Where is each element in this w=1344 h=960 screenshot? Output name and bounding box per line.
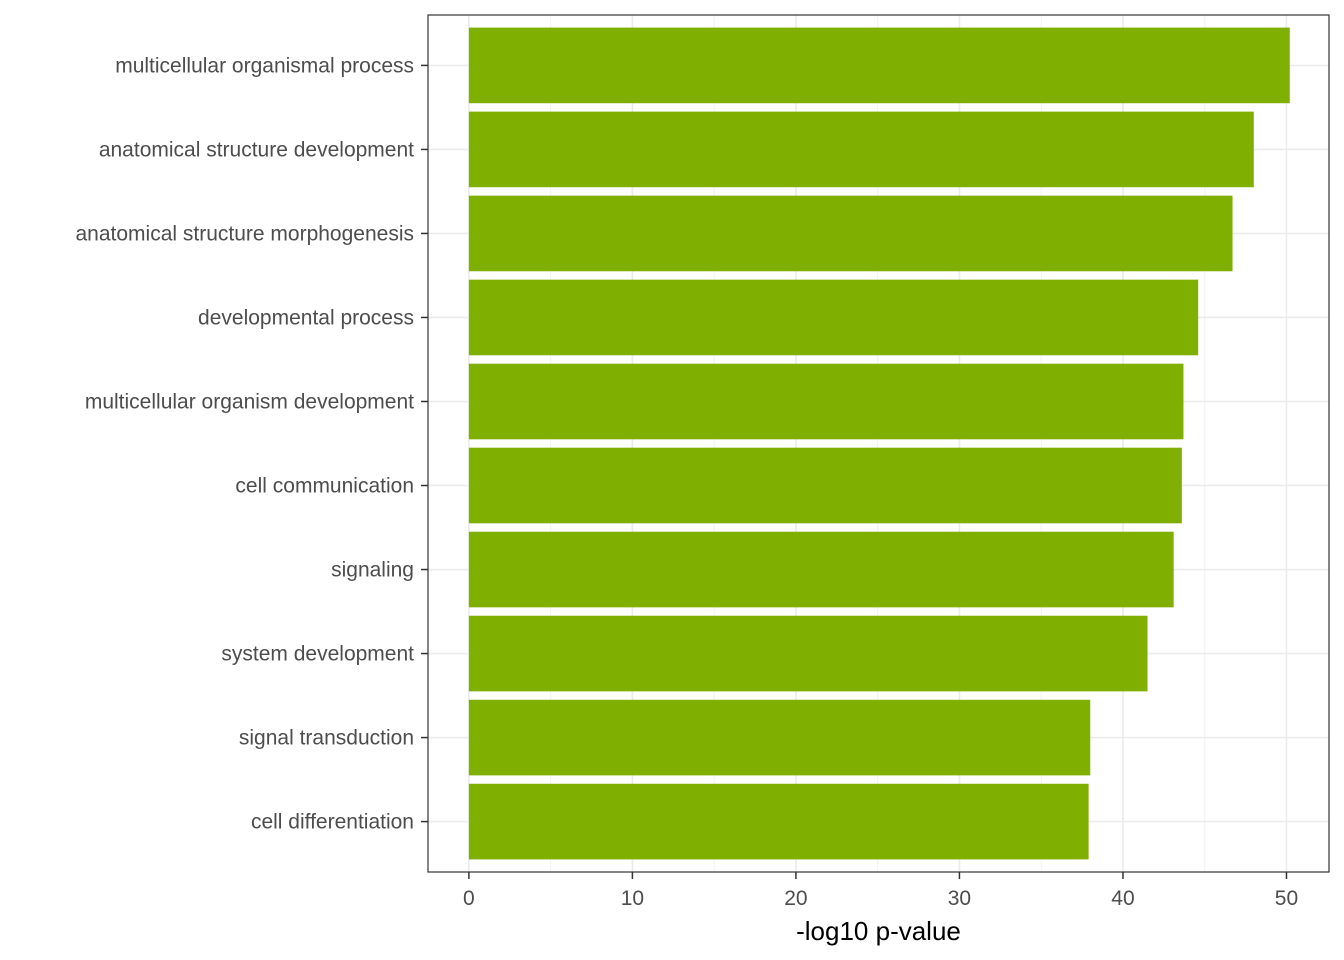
axis-ticks — [421, 64, 1288, 879]
y-tick-label: anatomical structure morphogenesis — [75, 222, 414, 245]
y-tick-label: developmental process — [198, 306, 414, 329]
bars — [468, 27, 1290, 860]
y-tick-label: multicellular organism development — [85, 390, 414, 413]
y-tick-label: system development — [221, 643, 414, 666]
y-tick-label: cell differentiation — [251, 811, 414, 834]
x-axis-title: -log10 p-value — [796, 916, 961, 946]
bar — [468, 615, 1148, 692]
x-tick-label: 40 — [1111, 887, 1134, 910]
tick-labels: multicellular organismal process anatomic… — [75, 54, 1298, 910]
x-tick-label: 30 — [948, 887, 971, 910]
bar — [468, 699, 1091, 776]
y-tick-label: multicellular organismal process — [115, 54, 414, 77]
y-tick-label: anatomical structure development — [99, 138, 414, 161]
bar — [468, 195, 1233, 272]
y-tick-label: signaling — [331, 559, 414, 582]
x-tick-label: 0 — [463, 887, 475, 910]
y-tick-label: cell communication — [235, 475, 414, 498]
x-tick-label: 10 — [621, 887, 644, 910]
bar — [468, 279, 1199, 356]
x-tick-label: 20 — [784, 887, 807, 910]
bar — [468, 111, 1254, 188]
bar — [468, 783, 1089, 860]
bar — [468, 27, 1290, 104]
x-tick-label: 50 — [1275, 887, 1298, 910]
bar — [468, 531, 1174, 608]
panel-border — [427, 14, 1330, 873]
bar — [468, 363, 1184, 440]
y-tick-label: signal transduction — [239, 727, 414, 750]
bar — [468, 447, 1182, 524]
